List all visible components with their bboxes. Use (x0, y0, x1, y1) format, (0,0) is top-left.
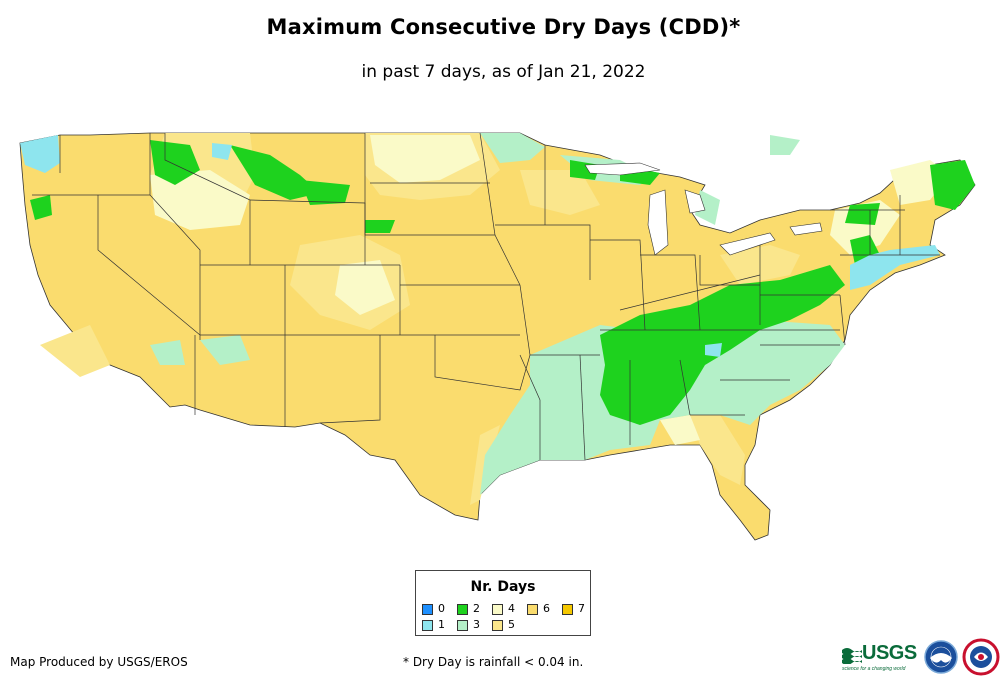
zone-2-days (30, 140, 975, 425)
great-lakes (584, 162, 823, 256)
legend-swatch-4 (492, 603, 503, 615)
dry-day-footnote: * Dry Day is rainfall < 0.04 in. (403, 655, 584, 669)
legend-swatch-6 (527, 603, 538, 615)
usgs-tagline: science for a changing world (842, 666, 906, 672)
conus-landmass (19, 132, 976, 541)
legend-swatch-2 (457, 603, 468, 615)
cdd-map (19, 132, 976, 541)
legend-item-1: 1 (422, 618, 445, 631)
noaa-logo-icon (924, 640, 958, 674)
agency-logos: USGS science for a changing world (842, 636, 1002, 682)
map-title: Maximum Consecutive Dry Days (CDD)* (266, 15, 741, 39)
usgs-wordmark: USGS (862, 642, 917, 664)
legend-swatch-3 (457, 619, 468, 631)
legend: Nr. Days 0 1 2 3 4 5 6 7 (415, 570, 591, 636)
legend-item-7: 7 (562, 602, 585, 615)
legend-swatch-1 (422, 619, 433, 631)
usgs-logo: USGS science for a changing world (842, 642, 922, 676)
legend-grid: 0 1 2 3 4 5 6 7 (422, 602, 587, 634)
legend-item-4: 4 (492, 602, 515, 615)
legend-swatch-7 (562, 603, 573, 615)
map-credit: Map Produced by USGS/EROS (10, 655, 188, 669)
legend-item-2: 2 (457, 602, 480, 615)
legend-item-5: 5 (492, 618, 515, 631)
state-boundaries (32, 132, 940, 461)
legend-title: Nr. Days (470, 579, 536, 595)
nws-logo-icon (962, 638, 1000, 676)
legend-item-0: 0 (422, 602, 445, 615)
map-subtitle: in past 7 days, as of Jan 21, 2022 (361, 62, 646, 82)
legend-item-6: 6 (527, 602, 550, 615)
legend-item-3: 3 (457, 618, 480, 631)
usgs-wave-icon (842, 648, 862, 664)
zone-1-days (20, 135, 940, 357)
legend-swatch-5 (492, 619, 503, 631)
legend-swatch-0 (422, 603, 433, 615)
